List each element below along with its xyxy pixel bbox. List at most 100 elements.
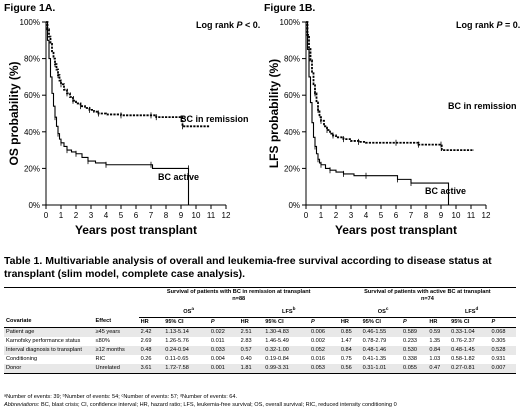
- table-cell: 1.35: [429, 337, 441, 344]
- table-cell: 0.31-1.01: [360, 363, 402, 374]
- col-hr: HR: [427, 317, 450, 328]
- x-tick-label: 12: [482, 211, 491, 220]
- table-cell: 1.81: [238, 363, 264, 374]
- table-cell: 0.338: [403, 355, 418, 362]
- col-covariate: Covariate: [4, 317, 94, 328]
- col-ci: 95% CI: [263, 317, 309, 328]
- table-cell: 0.58-1.82: [451, 355, 475, 362]
- cell-effect: ≥12 months: [95, 346, 125, 353]
- y-tick-label: 60%: [284, 91, 300, 100]
- label-bc-active: BC active: [158, 172, 199, 182]
- cell-effect: Unrelated: [93, 363, 139, 374]
- os-chart: Log rank P < 0.001 0%20%40%60%80%100%012…: [0, 0, 260, 250]
- table-cell: 0.022: [210, 328, 225, 335]
- y-tick-label: 20%: [284, 164, 300, 173]
- figure-1a-label: Figure 1A.: [4, 2, 56, 14]
- col-ci: 95% CI: [163, 317, 209, 328]
- table-body: Patient age ≥45 years 2.42 1.13-5.14 0.022 2.…: [4, 327, 516, 374]
- table-row: Conditioning RIC 0.26 0.11-0.65 0.004 0.40 0.1…: [4, 354, 516, 364]
- col-ci: 95% CI: [449, 317, 490, 328]
- x-tick-label: 8: [424, 211, 429, 220]
- lfs-active-header: LFSd: [427, 304, 516, 318]
- x-tick-label: 11: [207, 211, 216, 220]
- col-effect: Effect: [93, 317, 139, 328]
- table-cell: 1.47: [340, 337, 352, 344]
- table-caption: Table 1. Multivariable analysis of overa…: [4, 255, 492, 280]
- table-cell: 0.233: [403, 337, 418, 344]
- table-cell: 0.007: [489, 363, 516, 374]
- cell-covariate: Conditioning: [6, 355, 38, 362]
- table-cell: 0.56: [338, 363, 361, 374]
- os-km-plot: Log rank P < 0.001 0%20%40%60%80%100%012…: [7, 18, 260, 237]
- footnote-events: ᵃNumber of events: 39; ᵇNumber of events…: [4, 394, 238, 400]
- cell-effect: ≤80%: [95, 337, 110, 344]
- y-tick-label: 100%: [20, 18, 40, 27]
- x-tick-label: 11: [467, 211, 476, 220]
- table-cell: 0.84: [340, 346, 352, 353]
- col-p: P: [208, 317, 239, 328]
- table-cell: 0.78-2.79: [362, 337, 387, 344]
- os-active-header: OSc: [338, 304, 428, 318]
- x-tick-label: 2: [74, 211, 79, 220]
- x-tick-label: 10: [452, 211, 461, 220]
- table-cell: 0.931: [491, 355, 506, 362]
- table-cell: 3.61: [138, 363, 164, 374]
- logrank-label-a: Log rank P < 0.001: [196, 20, 260, 30]
- table-cell: 0.24-0.94: [165, 346, 189, 353]
- cell-covariate: Interval diagnosis to transplant: [6, 346, 82, 353]
- x-tick-label: 9: [439, 211, 444, 220]
- table-cell: 0.47: [427, 363, 450, 374]
- x-tick-label: 12: [222, 211, 231, 220]
- table-cell: 0.32-1.00: [265, 346, 289, 353]
- x-tick-label: 4: [104, 211, 109, 220]
- col-ci: 95% CI: [360, 317, 402, 328]
- table-cell: 2.51: [240, 328, 252, 335]
- table-cell: 1.13-5.14: [165, 328, 189, 335]
- table-cell: 0.055: [401, 363, 428, 374]
- table-cell: 0.001: [208, 363, 239, 374]
- col-p: P: [401, 317, 428, 328]
- table-footnotes: ᵃNumber of events: 39; ᵇNumber of events…: [4, 394, 516, 409]
- logrank-label-b: Log rank P = 0.001: [456, 20, 520, 30]
- table-row: Karnofsky performance status ≤80% 2.69 1.26…: [4, 336, 516, 346]
- label-bc-active: BC active: [425, 186, 466, 196]
- table-cell: 0.84: [429, 346, 441, 353]
- table-cell: 0.052: [310, 346, 325, 353]
- table-cell: 0.85: [340, 328, 352, 335]
- label-bc-in-remission: BC in remission: [448, 101, 517, 111]
- x-tick-label: 8: [164, 211, 169, 220]
- table-cell: 0.19-0.84: [265, 355, 289, 362]
- x-tick-label: 5: [119, 211, 124, 220]
- table-cell: 0.46-1.55: [362, 328, 387, 335]
- table-cell: 0.76-2.37: [451, 337, 475, 344]
- x-tick-label: 3: [349, 211, 354, 220]
- cell-covariate: Karnofsky performance status: [6, 337, 81, 344]
- table-cell: 0.75: [340, 355, 352, 362]
- table-row: Donor Unrelated 3.61 1.72-7.58 0.001 1.81 0.99…: [4, 363, 516, 374]
- col-hr: HR: [238, 317, 264, 328]
- x-tick-label: 4: [364, 211, 369, 220]
- y-axis-label: OS probability (%): [7, 61, 21, 165]
- y-tick-label: 40%: [24, 128, 40, 137]
- series-active-line: [306, 21, 450, 205]
- cell-covariate: Donor: [4, 363, 94, 374]
- x-tick-label: 7: [149, 211, 154, 220]
- y-tick-label: 80%: [24, 55, 40, 64]
- os-remission-header: OSa: [138, 304, 239, 318]
- col-p: P: [489, 317, 516, 328]
- y-tick-label: 40%: [284, 128, 300, 137]
- table-row: Patient age ≥45 years 2.42 1.13-5.14 0.022 2.…: [4, 327, 516, 337]
- y-tick-label: 100%: [280, 18, 300, 27]
- x-tick-label: 2: [334, 211, 339, 220]
- x-axis-label: Years post transplant: [75, 223, 197, 237]
- x-tick-label: 6: [134, 211, 139, 220]
- x-tick-label: 3: [89, 211, 94, 220]
- table-cell: 0.40: [240, 355, 252, 362]
- cell-covariate: Patient age: [6, 328, 35, 335]
- table-cell: 0.59: [429, 328, 441, 335]
- table-cell: 1.72-7.58: [163, 363, 209, 374]
- cell-effect: ≥45 years: [95, 328, 121, 335]
- table-cell: 0.053: [308, 363, 339, 374]
- lfs-remission-header: LFSb: [238, 304, 339, 318]
- table-cell: 0.27-0.81: [449, 363, 490, 374]
